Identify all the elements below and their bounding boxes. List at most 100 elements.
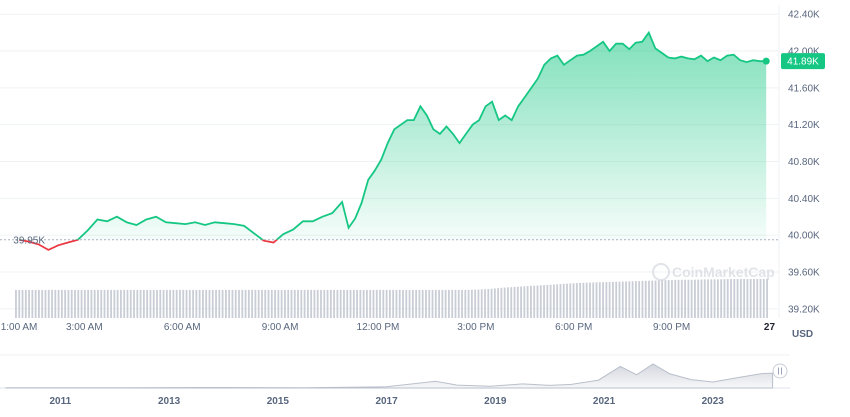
volume-bar bbox=[598, 282, 601, 318]
volume-bar bbox=[733, 279, 736, 318]
volume-bar bbox=[444, 289, 447, 318]
y-tick-label: 40.00K bbox=[788, 231, 820, 242]
volume-bar bbox=[484, 289, 486, 318]
volume-bar bbox=[743, 279, 746, 318]
volume-bar bbox=[470, 289, 473, 318]
volume-bar bbox=[339, 289, 342, 318]
volume-bar bbox=[70, 289, 73, 318]
volume-bar bbox=[343, 289, 345, 318]
volume-bar bbox=[651, 280, 654, 318]
volume-bar bbox=[464, 289, 467, 318]
volume-bar bbox=[267, 289, 270, 318]
volume-bar bbox=[411, 289, 414, 318]
current-price-dot[interactable] bbox=[762, 57, 770, 65]
volume-bar bbox=[736, 279, 739, 318]
volume-bar bbox=[766, 279, 768, 318]
volume-bar bbox=[320, 289, 322, 318]
volume-bar bbox=[716, 279, 719, 318]
volume-bar bbox=[641, 280, 644, 318]
x-tick-label: 3:00 AM bbox=[66, 322, 103, 333]
volume-bar bbox=[592, 282, 595, 318]
volume-bar bbox=[467, 289, 470, 318]
volume-bar bbox=[241, 289, 244, 318]
volume-bar bbox=[303, 289, 306, 318]
volume-bar bbox=[83, 289, 86, 318]
volume-bar bbox=[415, 289, 418, 318]
volume-bar bbox=[441, 289, 444, 318]
navigator-year-label: 2021 bbox=[593, 396, 616, 407]
x-tick-label: 3:00 PM bbox=[457, 322, 494, 333]
volume-bar bbox=[362, 289, 365, 318]
volume-bar bbox=[480, 289, 483, 318]
volume-bar bbox=[274, 289, 276, 318]
navigator-year-label: 2015 bbox=[267, 396, 290, 407]
volume-bar bbox=[352, 289, 355, 318]
volume-bar bbox=[425, 289, 427, 318]
volume-bar bbox=[110, 289, 112, 318]
volume-bar bbox=[90, 289, 93, 318]
volume-bar bbox=[293, 289, 296, 318]
volume-bar bbox=[179, 289, 181, 318]
volume-bar bbox=[270, 289, 273, 318]
volume-bar bbox=[546, 284, 549, 318]
range-navigator[interactable]: 2011 2013 2015 2017 2019 2021 2023 bbox=[0, 354, 790, 407]
volume-bar bbox=[198, 289, 201, 318]
volume-bar bbox=[710, 279, 713, 318]
volume-bar bbox=[382, 289, 385, 318]
volume-bar bbox=[123, 289, 126, 318]
volume-bar bbox=[694, 279, 696, 318]
volume-bar bbox=[316, 289, 319, 318]
volume-bar bbox=[188, 289, 191, 318]
volume-bar bbox=[287, 289, 290, 318]
volume-bar bbox=[615, 281, 618, 318]
volume-bar bbox=[648, 280, 650, 318]
volume-bar bbox=[585, 282, 588, 318]
volume-bar bbox=[474, 289, 477, 318]
volume-bar bbox=[549, 284, 552, 318]
volume-bar bbox=[306, 289, 309, 318]
volume-bar bbox=[579, 282, 582, 318]
volume-bar bbox=[520, 286, 522, 318]
volume-bar bbox=[516, 286, 519, 318]
volume-bar bbox=[379, 289, 381, 318]
volume-bar bbox=[24, 289, 27, 318]
volume-bar bbox=[224, 289, 227, 318]
volume-bar bbox=[618, 281, 621, 318]
volume-bar bbox=[523, 286, 526, 318]
volume-bar bbox=[251, 289, 254, 318]
volume-bar bbox=[392, 289, 395, 318]
x-tick-label: 12:00 PM bbox=[357, 322, 400, 333]
volume-bar bbox=[113, 289, 116, 318]
volume-bar bbox=[513, 286, 516, 318]
volume-bar bbox=[195, 289, 198, 318]
volume-bar bbox=[572, 283, 575, 318]
volume-bar bbox=[684, 279, 686, 318]
volume-bar bbox=[454, 289, 457, 318]
volume-bar bbox=[402, 289, 404, 318]
volume-bar bbox=[218, 289, 221, 318]
volume-bar bbox=[264, 289, 267, 318]
volume-bar bbox=[31, 289, 34, 318]
volume-bar bbox=[657, 280, 660, 318]
volume-bar bbox=[313, 289, 316, 318]
y-tick-label: 40.40K bbox=[788, 194, 820, 205]
volume-bar bbox=[507, 287, 509, 318]
y-tick-label: 39.60K bbox=[788, 267, 820, 278]
navigator-history-area bbox=[5, 363, 774, 389]
y-tick-label: 41.20K bbox=[788, 120, 820, 131]
volume-bar bbox=[421, 289, 424, 318]
navigator-handle[interactable] bbox=[772, 363, 788, 379]
volume-bar bbox=[625, 281, 627, 318]
volume-bar bbox=[182, 289, 185, 318]
volume-bar bbox=[336, 289, 339, 318]
navigator-year-label: 2017 bbox=[375, 396, 398, 407]
volume-bar bbox=[451, 289, 454, 318]
volume-bar bbox=[582, 282, 585, 318]
volume-bar bbox=[700, 279, 703, 318]
y-tick-label: 41.60K bbox=[788, 83, 820, 94]
volume-bar bbox=[60, 289, 63, 318]
volume-bar bbox=[533, 285, 536, 318]
volume-bar bbox=[671, 280, 673, 318]
volume-bar bbox=[687, 279, 690, 318]
